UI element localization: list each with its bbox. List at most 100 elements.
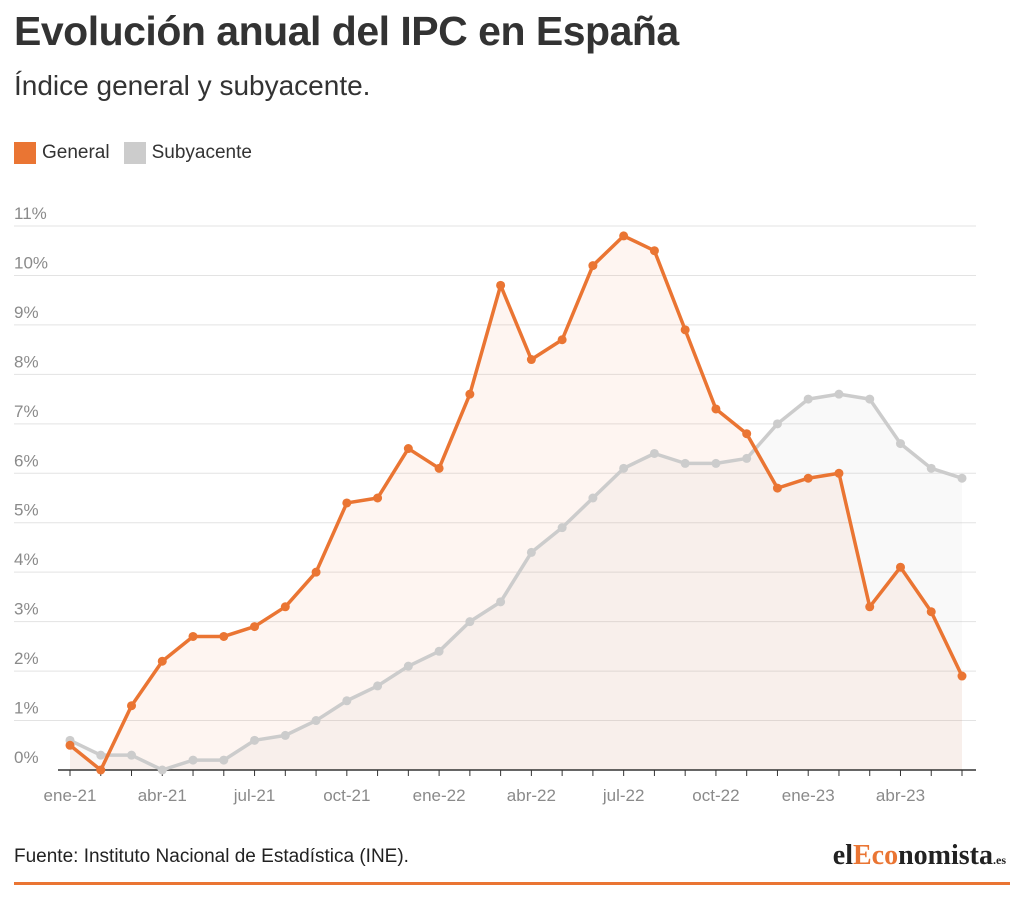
series-lines xyxy=(68,234,964,772)
point-subyacente[interactable] xyxy=(280,730,290,740)
point-subyacente[interactable] xyxy=(188,755,198,765)
point-general[interactable] xyxy=(957,671,967,681)
point-subyacente[interactable] xyxy=(465,617,475,627)
legend-item-subyacente[interactable]: Subyacente xyxy=(123,142,252,164)
x-tick-label: jul-21 xyxy=(233,786,276,805)
point-general[interactable] xyxy=(127,701,137,711)
point-general[interactable] xyxy=(865,602,875,612)
point-general[interactable] xyxy=(465,389,475,399)
point-subyacente[interactable] xyxy=(526,547,536,557)
point-general[interactable] xyxy=(280,602,290,612)
legend-swatch-general xyxy=(14,142,36,164)
point-general[interactable] xyxy=(342,498,352,508)
y-tick-label: 4% xyxy=(14,550,39,569)
point-subyacente[interactable] xyxy=(557,523,567,533)
y-tick-label: 1% xyxy=(14,699,39,718)
point-subyacente[interactable] xyxy=(496,597,506,607)
area-general xyxy=(70,235,962,771)
point-subyacente[interactable] xyxy=(434,646,444,656)
x-tick-label: oct-21 xyxy=(323,786,370,805)
point-subyacente[interactable] xyxy=(157,765,167,775)
point-general[interactable] xyxy=(619,231,629,241)
x-tick-label: oct-22 xyxy=(692,786,739,805)
point-general[interactable] xyxy=(188,631,198,641)
y-tick-label: 7% xyxy=(14,402,39,421)
point-subyacente[interactable] xyxy=(403,661,413,671)
x-tick-label: jul-22 xyxy=(602,786,645,805)
legend: General Subyacente xyxy=(14,142,266,164)
point-subyacente[interactable] xyxy=(680,458,690,468)
point-general[interactable] xyxy=(649,246,659,256)
point-subyacente[interactable] xyxy=(373,681,383,691)
y-tick-label: 11% xyxy=(14,204,47,223)
point-general[interactable] xyxy=(96,765,106,775)
point-general[interactable] xyxy=(588,261,598,271)
point-general[interactable] xyxy=(680,325,690,335)
point-subyacente[interactable] xyxy=(588,493,598,503)
point-subyacente[interactable] xyxy=(803,394,813,404)
point-general[interactable] xyxy=(742,429,752,439)
point-general[interactable] xyxy=(711,404,721,414)
point-general[interactable] xyxy=(895,562,905,572)
legend-label-general: General xyxy=(42,142,110,163)
point-general[interactable] xyxy=(834,468,844,478)
bottom-rule xyxy=(14,882,1010,885)
publisher-logo[interactable]: elEconomista.es xyxy=(833,840,1006,872)
point-general[interactable] xyxy=(926,607,936,617)
y-tick-label: 0% xyxy=(14,748,39,767)
point-subyacente[interactable] xyxy=(219,755,229,765)
point-general[interactable] xyxy=(403,444,413,454)
point-general[interactable] xyxy=(772,483,782,493)
y-axis-labels: 0% 1% 2% 3% 4% 5% 6% 7% 8% 9% 10% 11% xyxy=(14,204,48,767)
point-subyacente[interactable] xyxy=(834,389,844,399)
logo-part-el: el xyxy=(832,840,853,871)
point-subyacente[interactable] xyxy=(895,439,905,449)
point-subyacente[interactable] xyxy=(711,458,721,468)
point-general[interactable] xyxy=(496,280,506,290)
point-subyacente[interactable] xyxy=(96,750,106,760)
legend-item-general[interactable]: General xyxy=(14,142,110,164)
point-subyacente[interactable] xyxy=(957,473,967,483)
point-subyacente[interactable] xyxy=(342,696,352,706)
line-general xyxy=(68,234,964,772)
series-areas xyxy=(70,235,962,771)
x-tick-label: ene-22 xyxy=(413,786,466,805)
line-chart: 0% 1% 2% 3% 4% 5% 6% 7% 8% 9% 10% 11% ene-21 abr-21 j… xyxy=(14,204,976,805)
point-general[interactable] xyxy=(557,335,567,345)
point-general[interactable] xyxy=(219,631,229,641)
point-subyacente[interactable] xyxy=(649,448,659,458)
y-tick-label: 5% xyxy=(14,501,39,520)
point-general[interactable] xyxy=(373,493,383,503)
x-tick-label: ene-21 xyxy=(44,786,97,805)
point-subyacente[interactable] xyxy=(772,419,782,429)
x-tick-label: abr-21 xyxy=(138,786,187,805)
point-general[interactable] xyxy=(65,740,75,750)
point-subyacente[interactable] xyxy=(926,463,936,473)
y-tick-label: 9% xyxy=(14,303,39,322)
point-general[interactable] xyxy=(311,567,321,577)
point-subyacente[interactable] xyxy=(742,453,752,463)
point-general[interactable] xyxy=(526,355,536,365)
line-subyacente xyxy=(69,392,963,772)
source-note: Fuente: Instituto Nacional de Estadístic… xyxy=(14,846,409,867)
x-tick-label: abr-22 xyxy=(507,786,556,805)
legend-swatch-subyacente xyxy=(123,142,146,164)
x-axis-labels: ene-21 abr-21 jul-21 oct-21 ene-22 abr-22 jul-… xyxy=(44,786,926,805)
point-subyacente[interactable] xyxy=(619,463,629,473)
logo-part-eco: Eco xyxy=(852,840,899,871)
y-tick-label: 2% xyxy=(14,649,39,668)
point-subyacente[interactable] xyxy=(250,735,260,745)
point-general[interactable] xyxy=(434,463,444,473)
y-tick-label: 6% xyxy=(14,451,39,470)
point-subyacente[interactable] xyxy=(311,716,321,726)
x-tick-label: abr-23 xyxy=(876,786,925,805)
point-general[interactable] xyxy=(250,622,260,632)
y-tick-label: 3% xyxy=(14,600,39,619)
point-general[interactable] xyxy=(803,473,813,483)
y-tick-label: 10% xyxy=(14,253,48,272)
chart-subtitle: Índice general y subyacente. xyxy=(14,70,371,101)
x-axis-ticks xyxy=(69,770,963,776)
point-subyacente[interactable] xyxy=(865,394,875,404)
point-general[interactable] xyxy=(157,656,167,666)
point-subyacente[interactable] xyxy=(127,750,137,760)
